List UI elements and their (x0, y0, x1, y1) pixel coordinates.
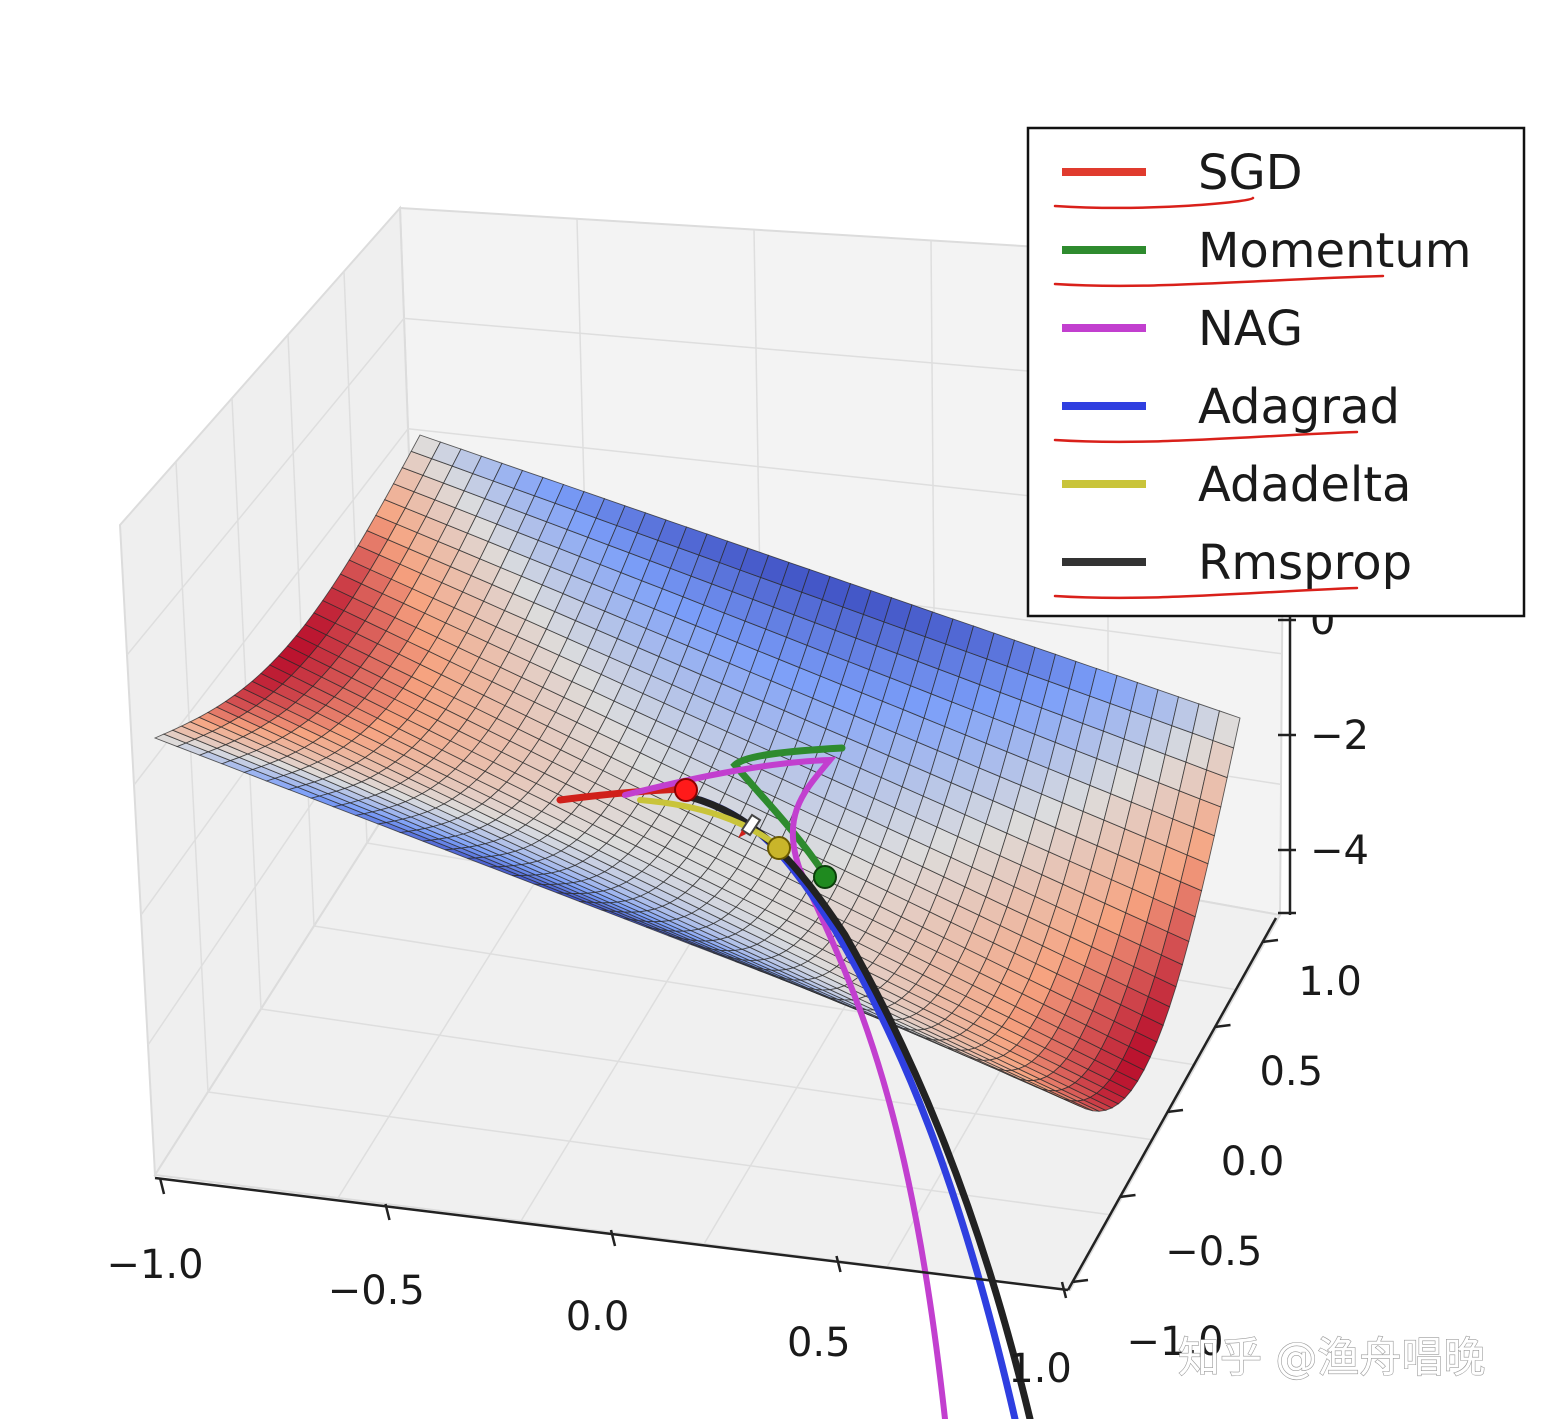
y-tick (1166, 1108, 1184, 1114)
surface-patch (1212, 710, 1241, 749)
y-tick-label: −0.5 (1165, 1229, 1262, 1275)
y-tick-label: 0.5 (1259, 1049, 1323, 1095)
y-tick (1071, 1278, 1089, 1284)
legend-underline-annotation (1053, 586, 1359, 600)
legend-label-rmsprop: Rmsprop (1198, 535, 1412, 591)
left-grid-line (175, 461, 209, 1093)
watermark-text: 知乎 @渔舟唱晚 (1178, 1333, 1485, 1382)
y-tick-label: 1.0 (1298, 959, 1362, 1005)
legend: SGD Momentum NAG Adagrad Adadelta Rmsprop (1026, 126, 1526, 618)
left-grid-line (133, 428, 409, 786)
x-tick (835, 1255, 842, 1273)
x-tick (384, 1203, 391, 1221)
legend-label-momentum: Momentum (1198, 223, 1472, 279)
saddle-surface (153, 434, 1241, 1112)
floor-grid-line (260, 1008, 1155, 1141)
marker-adadelta (767, 836, 791, 860)
axis-tick-labels: −1.0−0.50.00.51.01.00.50.0−0.5−1.00−2−4 (106, 598, 1369, 1392)
path-momentum (730, 744, 846, 879)
legend-underline-annotation (1053, 196, 1255, 210)
x-tick-label: 1.0 (1008, 1346, 1072, 1392)
axis-ticks (158, 618, 1296, 1299)
z-tick-label: −2 (1310, 713, 1369, 759)
x-tick (609, 1229, 617, 1247)
y-tick-label: −1.0 (1126, 1319, 1223, 1365)
optimizer-paths (556, 744, 1034, 1419)
x-tick-label: −1.0 (106, 1242, 203, 1288)
path-nag (622, 756, 948, 1419)
y-tick (1261, 938, 1279, 944)
y-tick (1119, 1193, 1136, 1199)
x-tick (1060, 1281, 1068, 1299)
legend-label-adadelta: Adadelta (1198, 457, 1411, 513)
legend-label-nag: NAG (1198, 301, 1303, 357)
x-tick (158, 1177, 166, 1195)
legend-label-sgd: SGD (1198, 145, 1303, 201)
x-tick-label: 0.5 (787, 1320, 851, 1366)
y-tick-label: 0.0 (1221, 1139, 1285, 1185)
y-tick (1214, 1023, 1231, 1029)
legend-box (1026, 126, 1526, 618)
legend-underline-annotation (1053, 430, 1359, 444)
legend-label-adagrad: Adagrad (1198, 379, 1400, 435)
y-axis-line (1066, 917, 1278, 1291)
path-adadelta (637, 797, 783, 851)
legend-underline-annotation (1053, 274, 1385, 288)
marker-sgd (674, 778, 698, 802)
x-tick-label: 0.0 (566, 1294, 630, 1340)
marker-momentum (813, 865, 837, 889)
left-grid-line (126, 317, 405, 656)
x-tick-label: −0.5 (328, 1268, 425, 1314)
z-tick-label: −4 (1310, 828, 1369, 874)
pen-cursor-icon (738, 813, 762, 838)
